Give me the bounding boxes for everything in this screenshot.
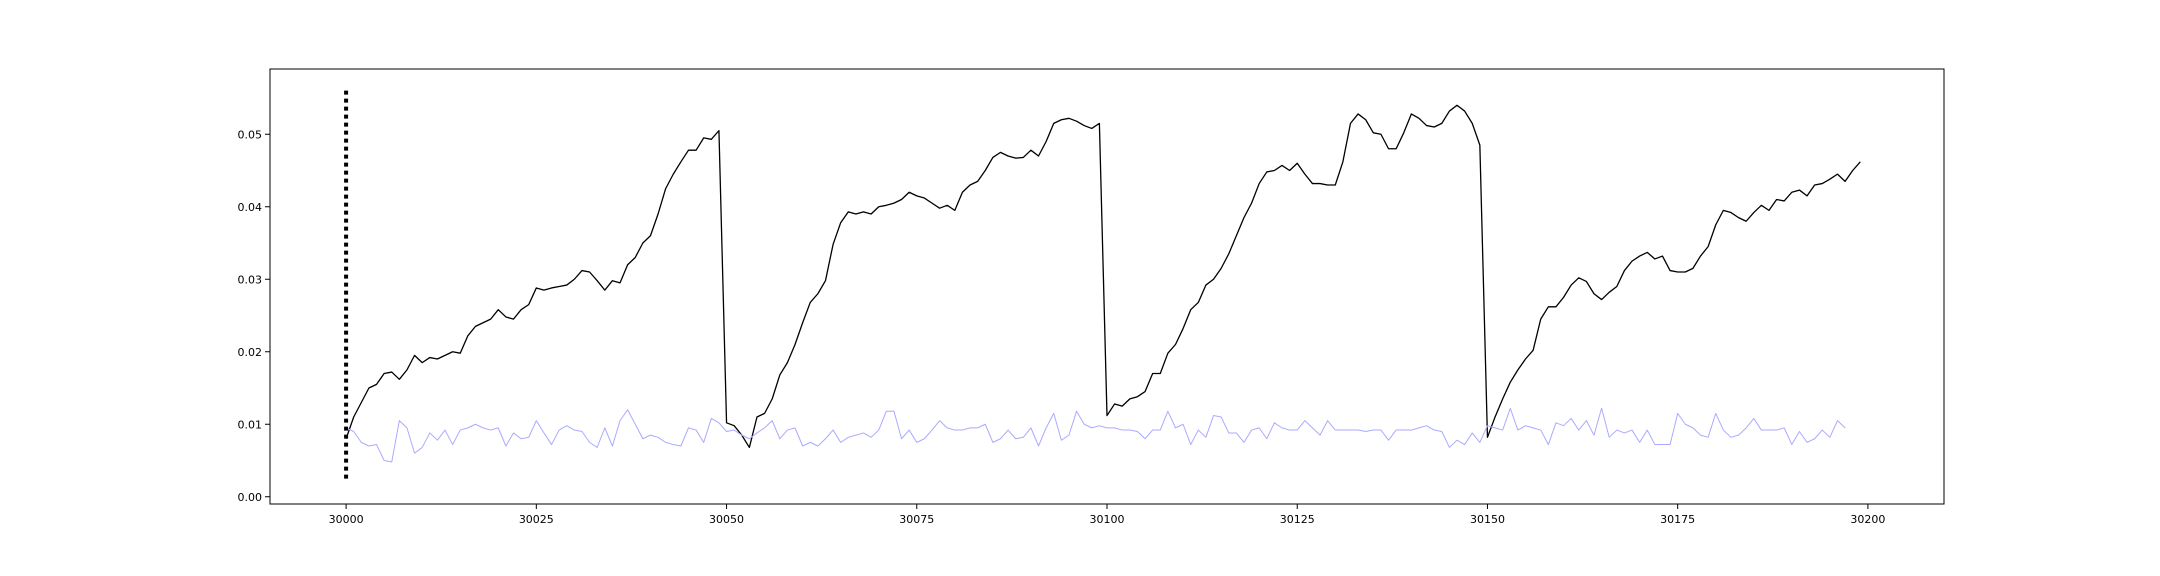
x-tick-label: 30175	[1660, 513, 1695, 526]
x-tick-label: 30200	[1850, 513, 1885, 526]
y-tick-label: 0.03	[238, 273, 263, 286]
plot-frame	[269, 68, 1945, 505]
y-axis: 0.00 0.01 0.02 0.03 0.04 0.05	[238, 128, 270, 504]
y-tick-label: 0.00	[238, 491, 263, 504]
x-tick-label: 30125	[1280, 513, 1315, 526]
x-tick-label: 30150	[1470, 513, 1505, 526]
y-tick-label: 0.05	[238, 128, 263, 141]
x-tick-label: 30025	[519, 513, 554, 526]
y-tick-label: 0.04	[238, 201, 263, 214]
x-axis: 30000 30025 30050 30075 30100 30125 30150 30175…	[329, 504, 1885, 526]
plot-background	[270, 69, 1944, 504]
series-line-1	[345, 104, 1861, 449]
series-layer	[345, 104, 1861, 463]
series-line-2	[345, 407, 1846, 463]
x-tick-label: 30050	[709, 513, 744, 526]
x-tick-label: 30075	[899, 513, 934, 526]
y-tick-label: 0.01	[238, 418, 263, 431]
y-tick-label: 0.02	[238, 346, 263, 359]
x-tick-label: 30000	[329, 513, 364, 526]
x-tick-label: 30100	[1090, 513, 1125, 526]
